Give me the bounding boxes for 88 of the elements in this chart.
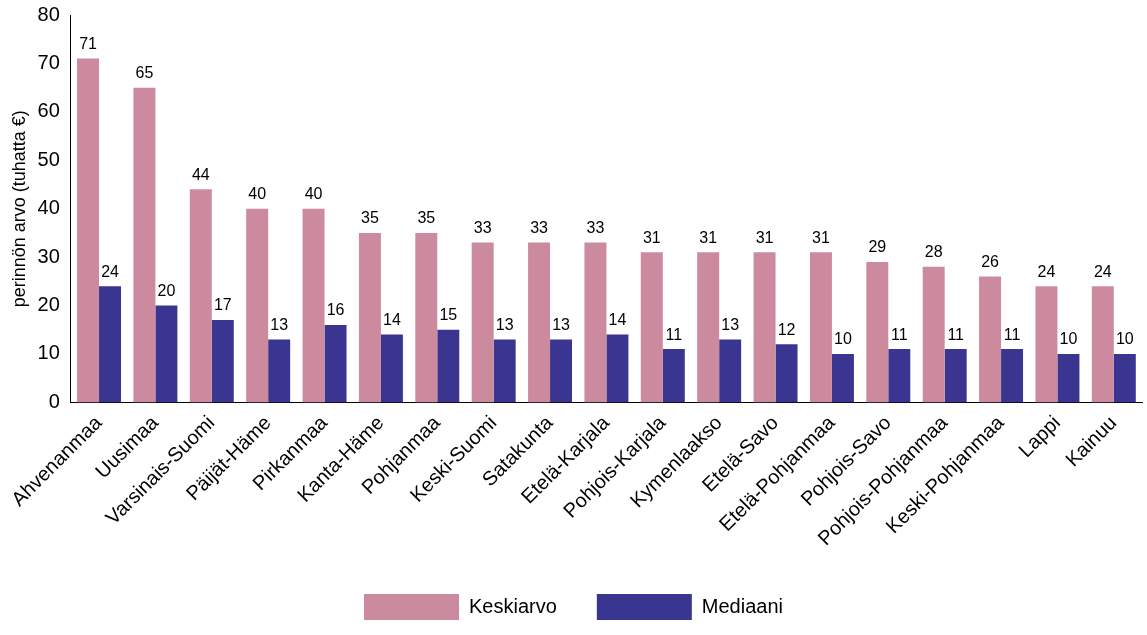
- bar: [719, 339, 742, 403]
- data-label: 20: [157, 281, 176, 299]
- bar: [471, 242, 494, 403]
- bar: [1001, 349, 1024, 403]
- data-label: 13: [552, 315, 571, 333]
- legend-label: Keskiarvo: [469, 594, 557, 617]
- bar: [944, 349, 967, 403]
- data-label: 44: [191, 165, 210, 183]
- bar: [493, 339, 516, 403]
- data-label: 14: [608, 311, 627, 328]
- legend-label: Mediaani: [701, 594, 783, 617]
- bar: [922, 266, 945, 403]
- bar: [775, 344, 798, 403]
- bar: [324, 324, 347, 403]
- bar: [979, 276, 1002, 403]
- bar: [662, 349, 685, 403]
- bar: [77, 58, 100, 403]
- bar: [1091, 286, 1114, 403]
- bar: [1035, 286, 1058, 403]
- data-label: 10: [1059, 330, 1078, 348]
- data-label: 31: [755, 228, 774, 246]
- bar: [753, 252, 776, 403]
- data-label: 31: [812, 228, 830, 246]
- bar: [246, 208, 269, 403]
- data-label: 11: [665, 325, 683, 343]
- data-label: 24: [1093, 262, 1112, 280]
- bar: [697, 252, 720, 403]
- y-tick-label: 50: [37, 147, 60, 170]
- bar: [358, 232, 381, 403]
- data-label: 11: [947, 325, 965, 343]
- bar: [189, 189, 212, 403]
- data-label: 33: [530, 219, 549, 236]
- bar: [528, 242, 551, 403]
- data-label: 24: [1037, 262, 1056, 280]
- data-label: 65: [135, 64, 154, 82]
- bar: [606, 334, 629, 403]
- bar: [640, 252, 663, 403]
- data-label: 15: [439, 306, 458, 324]
- data-label: 31: [699, 228, 718, 246]
- data-label: 31: [642, 228, 661, 246]
- bar: [437, 329, 460, 403]
- bar: [211, 320, 234, 403]
- bar: [888, 349, 911, 403]
- bar: [809, 252, 832, 403]
- data-label: 28: [924, 243, 943, 261]
- bar: [268, 339, 291, 403]
- data-label: 13: [270, 315, 289, 333]
- y-tick-label: 0: [48, 389, 60, 412]
- data-label: 17: [213, 296, 232, 314]
- data-label: 16: [326, 301, 345, 319]
- bar: [866, 261, 889, 403]
- data-label: 33: [586, 219, 605, 236]
- data-label: 35: [417, 209, 436, 227]
- bar: [831, 353, 854, 403]
- data-label: 10: [834, 330, 852, 348]
- data-label: 12: [777, 320, 796, 338]
- data-label: 10: [1115, 330, 1134, 348]
- y-tick-label: 30: [37, 244, 60, 267]
- y-tick-label: 80: [37, 2, 60, 25]
- data-label: 13: [721, 315, 740, 333]
- y-tick-label: 40: [37, 196, 60, 219]
- y-tick-label: 20: [37, 293, 60, 316]
- y-tick-label: 70: [37, 50, 60, 73]
- bar: [380, 334, 403, 403]
- data-label: 40: [248, 185, 267, 203]
- data-label: 26: [981, 252, 1000, 270]
- data-label: 11: [890, 325, 908, 343]
- bar: [550, 339, 573, 403]
- data-label: 71: [79, 34, 98, 52]
- data-label: 29: [868, 238, 887, 256]
- bar: [155, 305, 178, 403]
- data-label: 13: [495, 315, 514, 333]
- data-label: 35: [361, 209, 379, 227]
- bar: [415, 232, 438, 403]
- y-tick-label: 60: [37, 99, 60, 122]
- data-label: 11: [1003, 325, 1021, 343]
- y-axis-title: perinnön arvo (tuhatta €): [8, 110, 29, 308]
- bar: [584, 242, 607, 403]
- data-label: 14: [383, 311, 401, 328]
- bar: [1057, 353, 1080, 403]
- bar: [302, 208, 325, 403]
- data-label: 24: [101, 262, 120, 280]
- bar: [1113, 353, 1136, 403]
- bar: [99, 286, 122, 403]
- data-label: 40: [304, 185, 323, 203]
- y-tick-label: 10: [37, 341, 60, 364]
- bar: [133, 87, 156, 403]
- data-label: 33: [473, 219, 492, 236]
